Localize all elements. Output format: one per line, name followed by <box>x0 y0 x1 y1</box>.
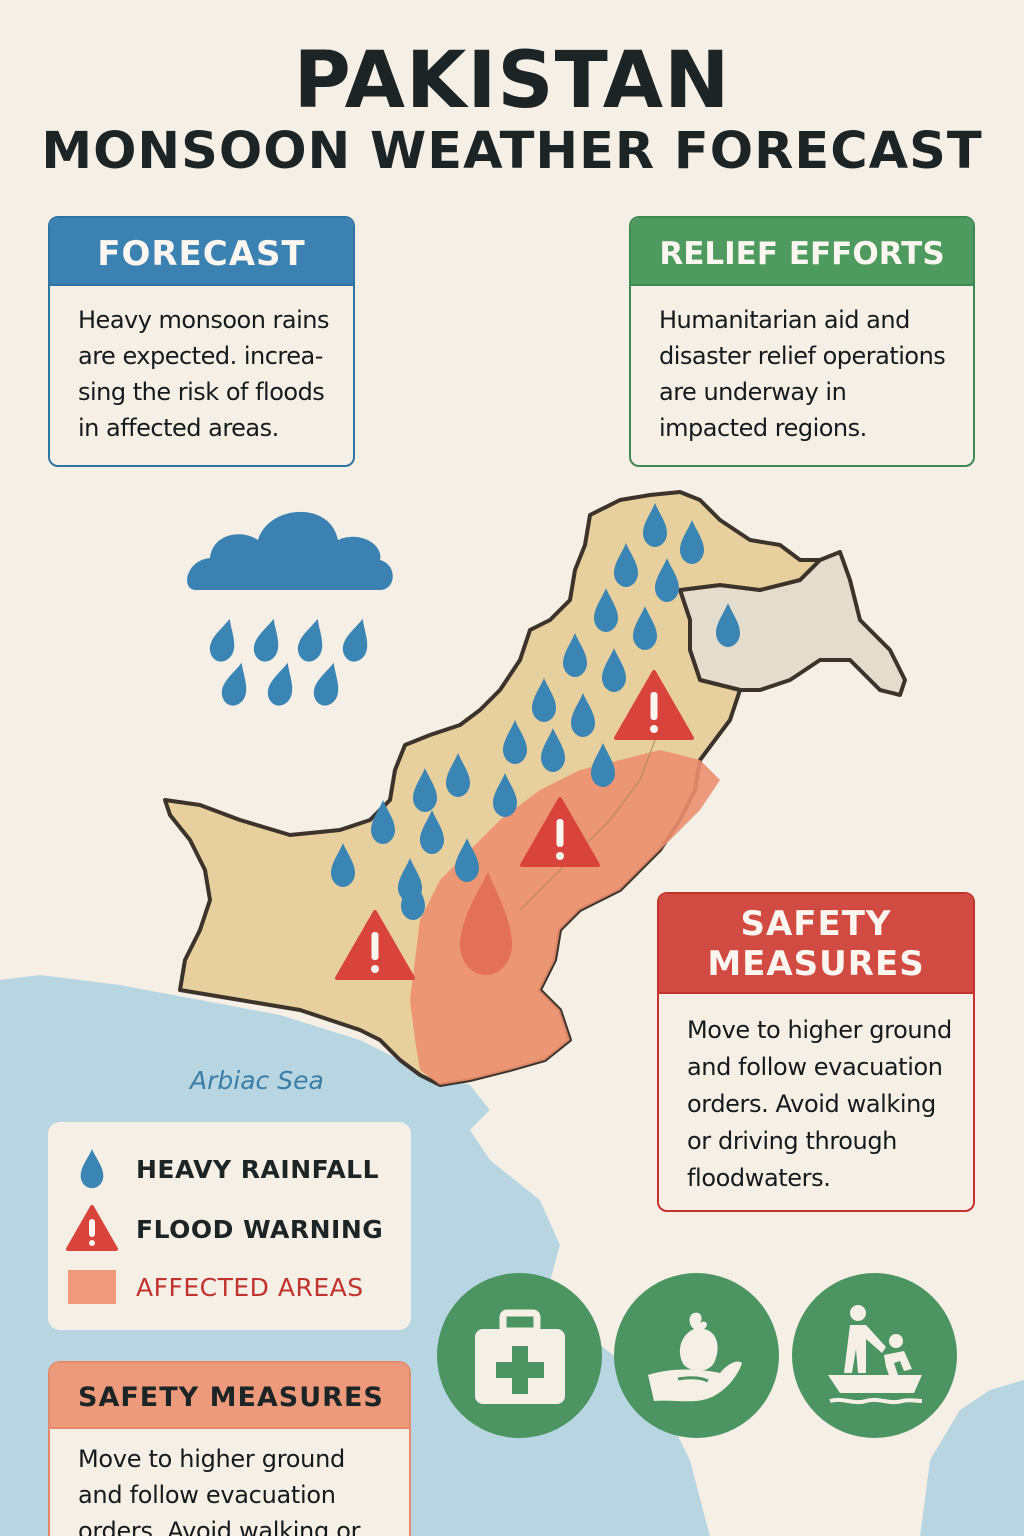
safety-measures-card: SAFETY MEASURES Move to higher ground an… <box>657 892 975 1212</box>
forecast-card: FORECAST Heavy monsoon rains are expecte… <box>48 216 355 467</box>
forecast-card-header: FORECAST <box>50 218 353 286</box>
legend-item-affected-areas: AFFECTED AREAS <box>48 1262 411 1312</box>
flood-drop-marker <box>460 872 512 975</box>
map-legend: HEAVY RAINFALL FLOOD WARNING AFFECTED AR… <box>48 1122 411 1330</box>
hand-giving-aid-icon <box>614 1273 779 1438</box>
affected-area-overlay <box>410 750 720 1085</box>
rain-cloud-icon <box>187 511 393 709</box>
relief-efforts-body: Humanitarian aid and disaster relief ope… <box>659 306 946 442</box>
legend-label: FLOOD WARNING <box>136 1214 384 1244</box>
relief-efforts-card: RELIEF EFFORTS Humanitarian aid and disa… <box>629 216 975 467</box>
sea-area-east <box>920 1380 1024 1536</box>
forecast-card-body: Heavy monsoon rains are expected. increa… <box>78 306 330 442</box>
relief-efforts-header: RELIEF EFFORTS <box>631 218 973 286</box>
indus-river <box>519 699 656 911</box>
legend-label: AFFECTED AREAS <box>136 1272 364 1302</box>
safety-measures-secondary-header: SAFETY MEASURES <box>50 1363 409 1429</box>
legend-item-heavy-rainfall: HEAVY RAINFALL <box>48 1144 411 1194</box>
raindrop-icon <box>48 1149 136 1189</box>
legend-item-flood-warning: FLOOD WARNING <box>48 1204 411 1254</box>
safety-measures-body: Move to higher ground and follow evacuat… <box>687 1016 952 1192</box>
safety-measures-secondary-body: Move to higher ground and follow evacuat… <box>78 1445 361 1536</box>
sea-label: Arbiac Sea <box>190 1066 324 1095</box>
legend-label: HEAVY RAINFALL <box>136 1154 380 1184</box>
page-title: PAKISTAN <box>293 36 731 126</box>
warning-triangle-icon <box>48 1205 136 1253</box>
page-subtitle: MONSOON WEATHER FORECAST <box>41 122 983 181</box>
first-aid-kit-icon <box>437 1273 602 1438</box>
safety-measures-card-secondary: SAFETY MEASURES Move to higher ground an… <box>48 1361 411 1536</box>
boat-rescue-icon <box>792 1273 957 1438</box>
safety-measures-header: SAFETY MEASURES <box>659 894 973 994</box>
affected-area-swatch <box>48 1270 136 1304</box>
